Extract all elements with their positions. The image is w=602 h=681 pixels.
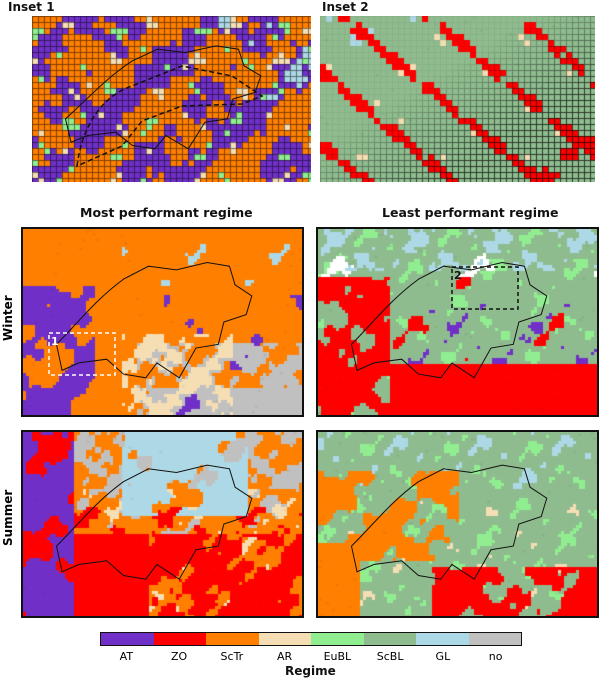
colorbar-label-sctr: ScTr (220, 650, 244, 663)
inset-2-title: Inset 2 (322, 0, 369, 14)
colorbar-label-eubl: EuBL (323, 650, 352, 663)
colorbar-swatch-at (101, 633, 154, 645)
overlay (350, 464, 548, 580)
column-title-most: Most performant regime (80, 205, 253, 220)
overlay (64, 45, 264, 168)
inset-1-box (48, 332, 116, 376)
country-border (350, 261, 548, 379)
regime-raster (23, 432, 302, 616)
row-label-winter: Winter (1, 295, 15, 341)
regime-raster (320, 16, 595, 182)
colorbar-swatch-scbl (363, 633, 416, 645)
overlay (55, 464, 253, 580)
regime-raster (318, 432, 597, 616)
country-border (64, 45, 262, 150)
colorbar-swatch-gl (416, 633, 469, 645)
colorbar-title: Regime (285, 664, 336, 678)
colorbar-label-ar: AR (277, 650, 293, 663)
colorbar-label-gl: GL (435, 650, 451, 663)
colorbar-swatch-eubl (311, 633, 364, 645)
country-border (55, 261, 253, 379)
overlay: 1 (48, 261, 253, 379)
colorbar-label-at: AT (119, 650, 134, 663)
map-summer-most (21, 430, 304, 618)
inset-1-title: Inset 1 (8, 0, 55, 14)
country-border (55, 464, 253, 580)
inset-2-marker: 2 (454, 269, 462, 282)
colorbar-label-scbl: ScBL (376, 650, 404, 663)
regime-raster (23, 229, 302, 415)
inset-2-map (320, 16, 595, 182)
lake-outline (76, 65, 264, 168)
colorbar-swatch-no (468, 633, 521, 645)
overlay: 2 (350, 261, 548, 379)
row-label-summer: Summer (1, 489, 15, 546)
map-summer-least (316, 430, 599, 618)
inset-1-map (32, 16, 311, 182)
colorbar-swatch-ar (258, 633, 311, 645)
regime-raster (318, 229, 597, 415)
column-title-least: Least performant regime (382, 205, 559, 220)
country-border (350, 464, 548, 580)
inset-2-box (451, 266, 519, 310)
inset-1-marker: 1 (51, 335, 59, 348)
colorbar-label-no: no (488, 650, 503, 663)
map-winter-most: 1 (21, 227, 304, 417)
colorbar-label-zo: ZO (171, 650, 188, 663)
colorbar (100, 632, 522, 646)
colorbar-swatch-zo (153, 633, 206, 645)
colorbar-swatch-sctr (206, 633, 259, 645)
map-winter-least: 2 (316, 227, 599, 417)
